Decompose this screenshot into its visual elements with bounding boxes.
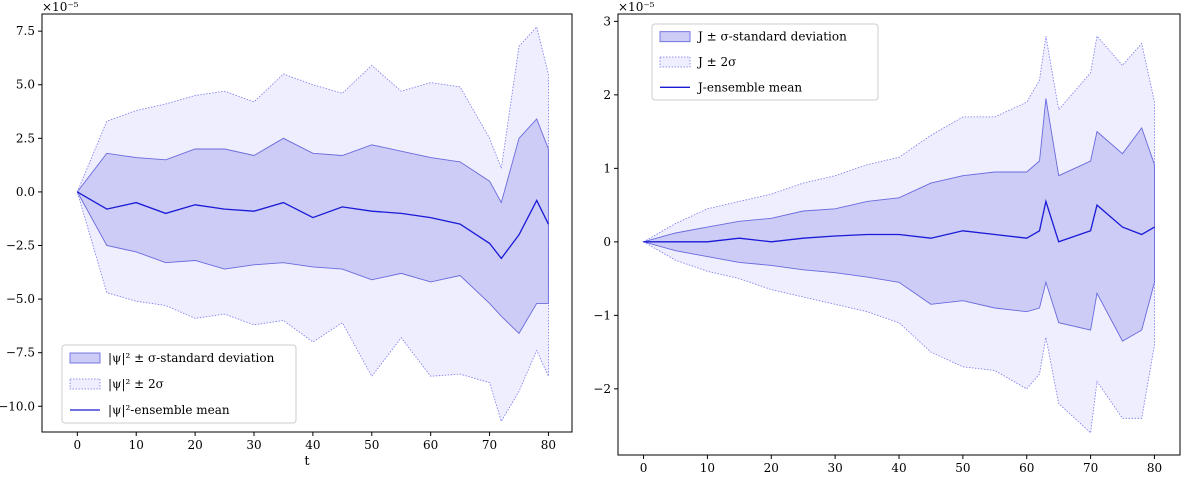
series-band-1sigma — [76, 118, 549, 335]
series-ensemble-mean — [76, 191, 549, 260]
x-tick-label: 30 — [246, 438, 261, 452]
chart-panel-1: 0 10 20 30 40 50 60 70 80 −10.0 −7.5 −5.0 −2.5 0.0 2.5… — [0, 0, 573, 469]
legend-swatch-2sigma — [69, 378, 101, 390]
legend-label: |ψ|² ± σ-standard deviation — [108, 351, 275, 365]
legend: |ψ|² ± σ-standard deviation |ψ|² ± 2σ |ψ|²… — [61, 344, 297, 424]
series-ensemble-mean — [643, 198, 1155, 243]
legend-label: J ± 2σ — [696, 55, 736, 69]
legend: J ± σ-standard deviation J ± 2σ J-ensemble… — [651, 23, 879, 101]
plot-frame — [41, 13, 573, 433]
x-tick-label: 10 — [129, 438, 144, 452]
x-tick-label: 30 — [827, 461, 842, 475]
y-tick-label: −7.5 — [6, 346, 35, 360]
y-tick-label: −2.5 — [6, 239, 35, 253]
legend-box — [61, 344, 297, 424]
y-tick-label: −5.0 — [6, 292, 35, 306]
x-tick-label: 50 — [955, 461, 970, 475]
y-tick-label: −10.0 — [0, 399, 35, 413]
y-tick-label: 0.0 — [16, 185, 35, 199]
legend-label: |ψ|²-ensemble mean — [108, 403, 230, 417]
y-tick-label: 2 — [603, 88, 611, 102]
x-tick-label: 0 — [640, 461, 648, 475]
y-tick-label: −1 — [593, 308, 611, 322]
x-axis-label: t — [304, 454, 310, 469]
x-tick-label: 80 — [1147, 461, 1162, 475]
y-tick-label: 5.0 — [16, 78, 35, 92]
legend-label: |ψ|² ± 2σ — [108, 377, 164, 391]
y-tick-label: −2 — [593, 382, 611, 396]
x-tick-label: 40 — [305, 438, 320, 452]
legend-swatch-1sigma — [69, 352, 101, 364]
y-scale-label: ×10⁻⁵ — [618, 0, 655, 14]
x-tick-label: 60 — [1019, 461, 1034, 475]
x-tick-label: 10 — [700, 461, 715, 475]
x-tick-label: 80 — [541, 438, 556, 452]
x-tick-label: 60 — [423, 438, 438, 452]
series-band-1sigma — [641, 98, 1155, 342]
x-tick-label: 40 — [891, 461, 906, 475]
x-tick-label: 70 — [1083, 461, 1098, 475]
legend-label: J ± σ-standard deviation — [696, 30, 847, 44]
y-scale-label: ×10⁻⁵ — [42, 0, 79, 14]
legend-box — [651, 23, 879, 101]
y-tick-label: 1 — [603, 161, 611, 175]
x-tick-label: 50 — [364, 438, 379, 452]
legend-swatch-2sigma — [659, 56, 691, 68]
x-tick-label: 20 — [187, 438, 202, 452]
legend-label: J-ensemble mean — [696, 80, 802, 94]
y-tick-label: 0 — [603, 235, 611, 249]
y-tick-label: 2.5 — [16, 131, 35, 145]
x-tick-label: 0 — [74, 438, 82, 452]
x-tick-label: 70 — [482, 438, 497, 452]
x-tick-label: 20 — [764, 461, 779, 475]
y-tick-label: 3 — [603, 14, 611, 28]
legend-swatch-1sigma — [659, 31, 691, 43]
y-tick-label: 7.5 — [16, 24, 35, 38]
